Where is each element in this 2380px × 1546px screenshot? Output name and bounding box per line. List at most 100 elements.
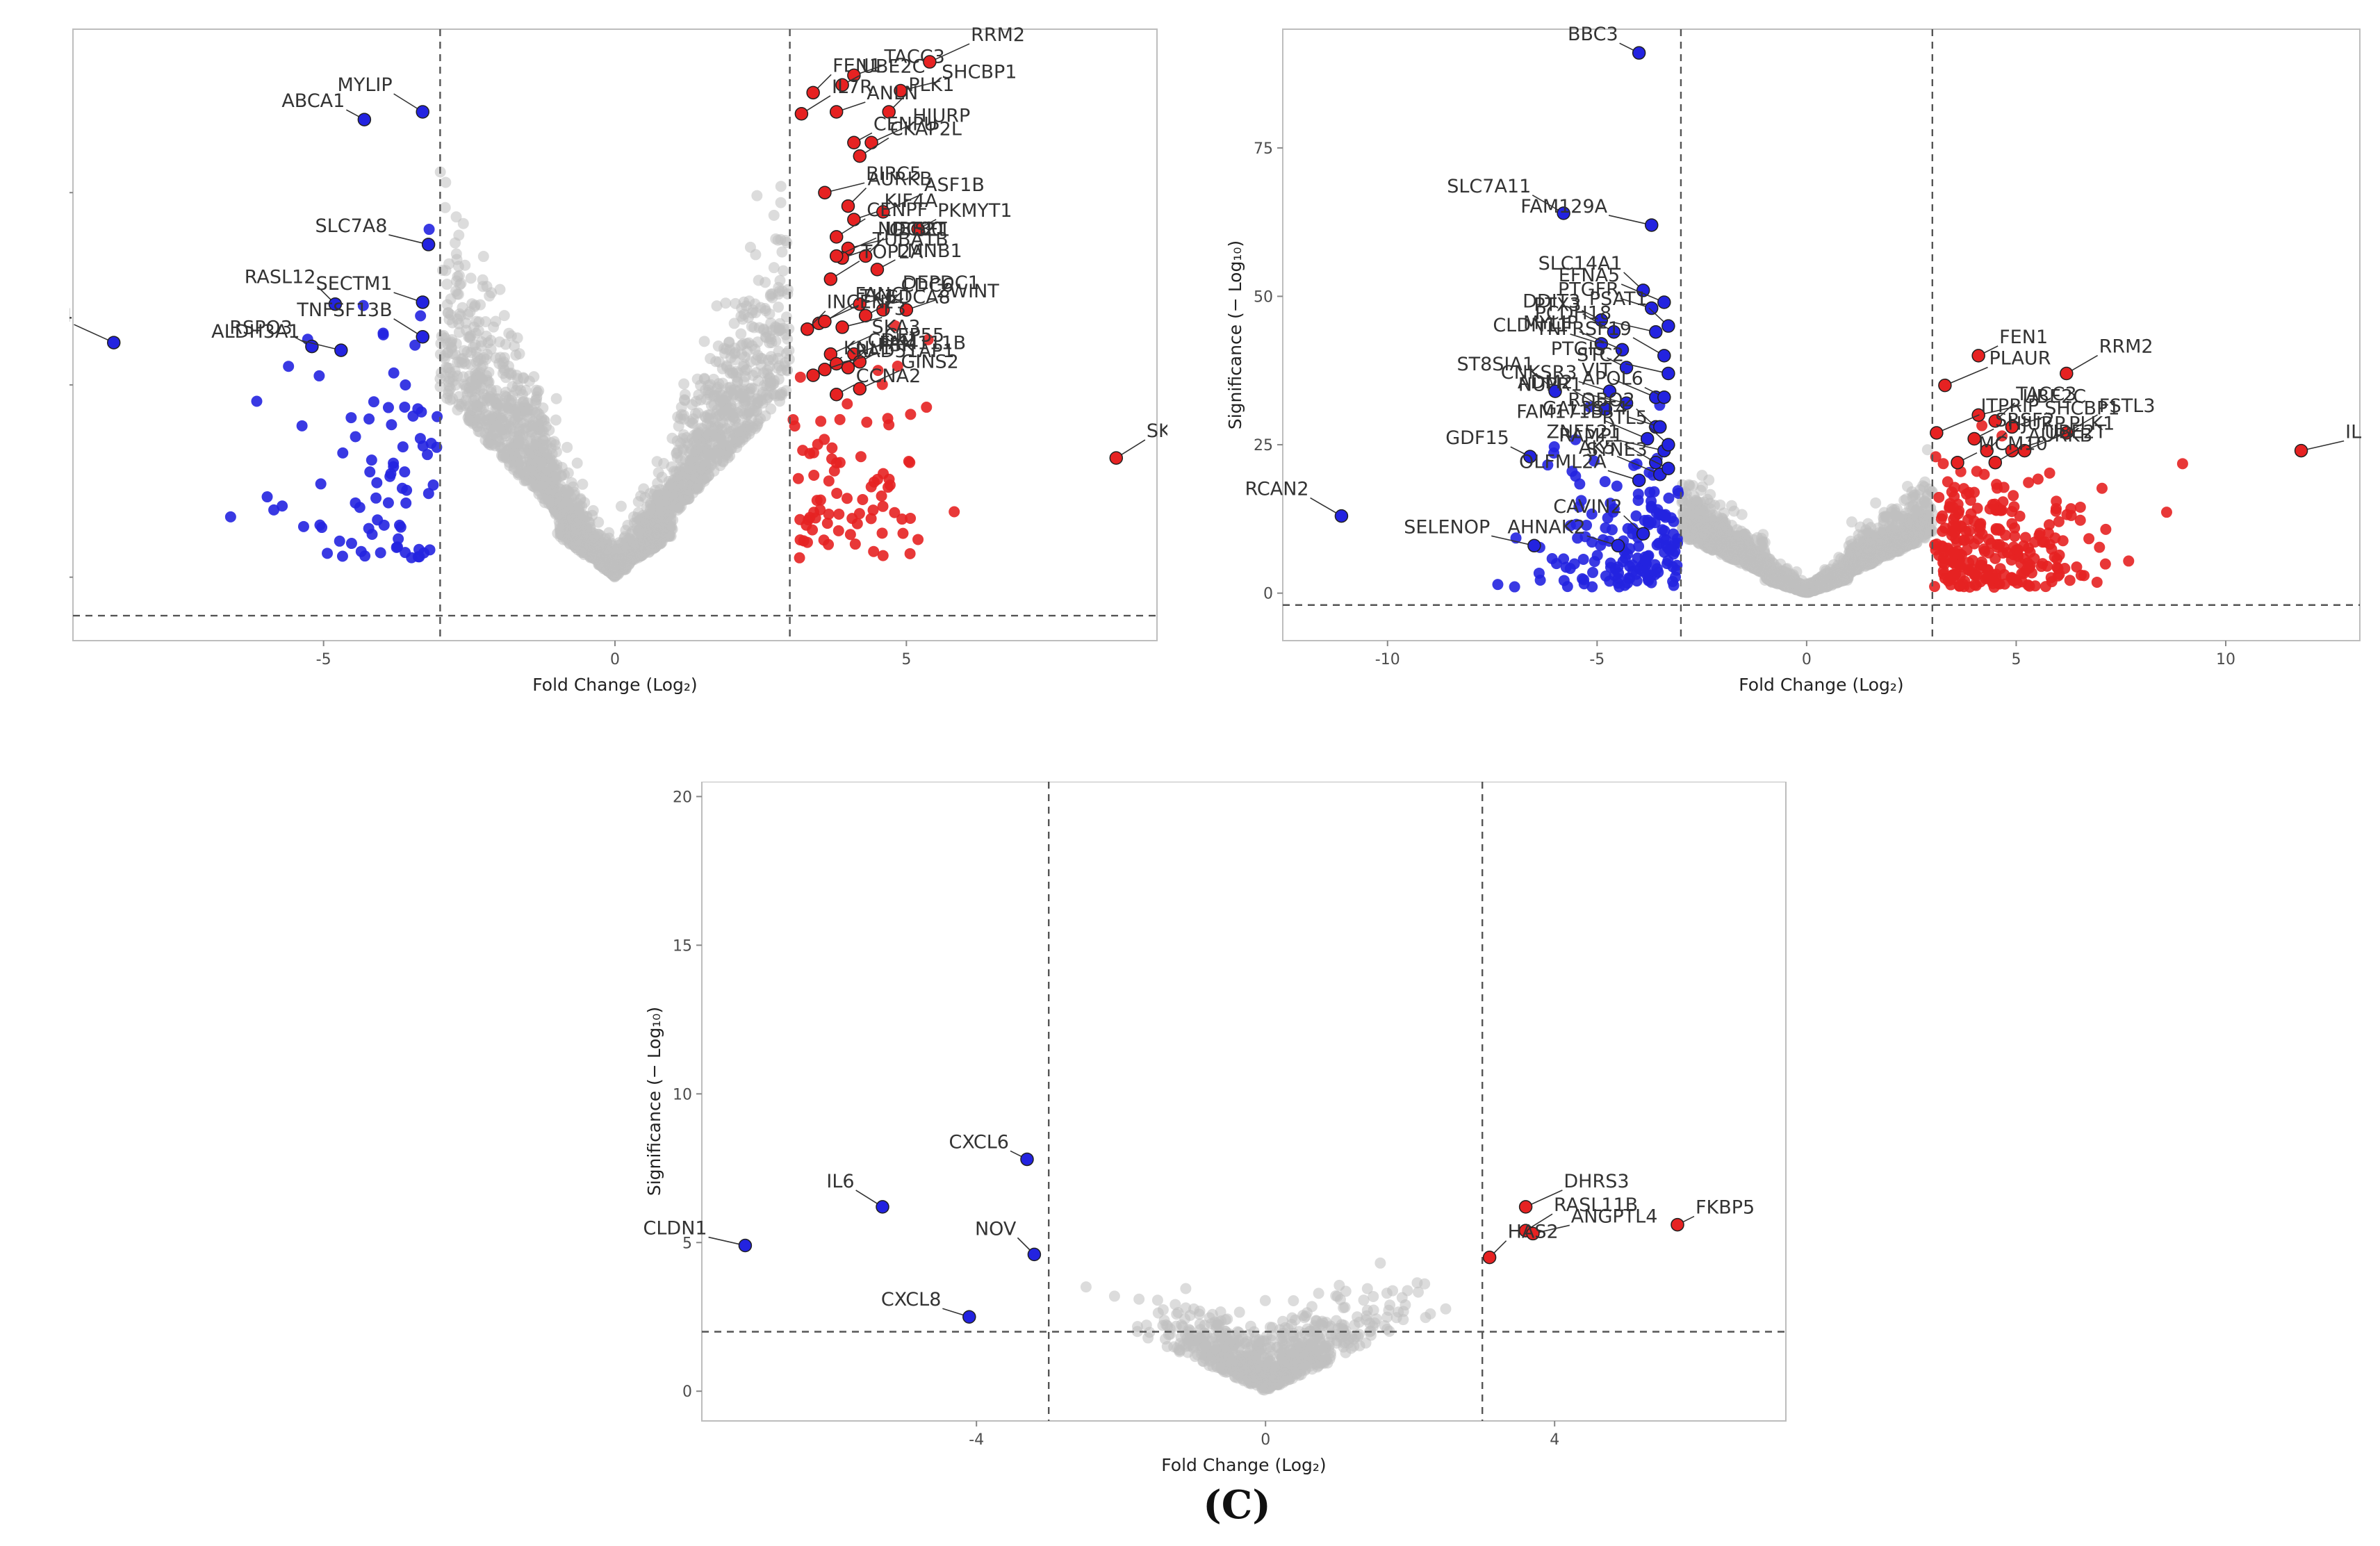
up-point	[2016, 568, 2028, 579]
ns-point	[747, 370, 759, 381]
down-point	[382, 497, 394, 509]
ns-point	[586, 509, 598, 521]
ns-point	[486, 430, 498, 442]
up-point	[1951, 524, 1962, 536]
gene-label-rspo3: RSPO3	[229, 318, 293, 339]
gene-label-fam111b: FAM111B	[879, 333, 966, 354]
ns-point	[1757, 563, 1768, 575]
down-point	[366, 454, 377, 466]
ns-point	[715, 445, 727, 457]
gene-point-gdf15	[1523, 450, 1537, 463]
down-point	[1581, 519, 1593, 531]
down-point	[345, 538, 357, 550]
gene-point-shcbp1	[2005, 420, 2019, 434]
ns-point	[554, 483, 566, 495]
up-point	[1952, 498, 1964, 510]
ns-point	[720, 297, 732, 309]
ns-point	[531, 436, 543, 447]
down-point	[1655, 509, 1667, 520]
ns-point	[740, 410, 752, 422]
gene-point-rrm2	[2060, 366, 2074, 381]
ns-point	[678, 378, 690, 390]
gene-label-ube2c: UBE2C	[862, 56, 925, 77]
ns-point	[512, 373, 524, 385]
gene-label-mylip: MYLIP	[1523, 312, 1578, 334]
ns-point	[1804, 577, 1816, 589]
gene-point-mylip	[1615, 343, 1630, 357]
up-point	[2059, 562, 2071, 574]
gene-label-top2a: TOP2A	[860, 242, 924, 263]
y-tick-label: 0	[1263, 586, 1273, 603]
up-point	[2023, 542, 2035, 554]
gene-point-cnksr3	[1602, 384, 1617, 398]
ns-point	[770, 335, 782, 347]
up-point	[1947, 569, 1959, 581]
up-point	[1979, 545, 1991, 557]
gene-point-ska1	[1109, 451, 1124, 465]
ns-point	[1910, 504, 1922, 516]
y-tick-label: 75	[1254, 140, 1273, 158]
ns-point	[1893, 542, 1905, 554]
gene-label-ndc80: NDC80	[878, 219, 943, 240]
gene-point-fen1	[806, 85, 820, 100]
up-point	[1953, 580, 1965, 592]
ns-point	[442, 306, 454, 318]
up-point	[2023, 477, 2035, 488]
gene-point-st8sia1	[1548, 384, 1562, 398]
down-point	[388, 457, 400, 469]
ns-point	[530, 397, 542, 409]
down-point	[1627, 559, 1639, 571]
up-point	[1997, 496, 2009, 508]
ns-point	[632, 496, 644, 508]
down-point	[1636, 565, 1648, 577]
gene-point-ptx3	[1607, 324, 1621, 339]
gene-point-syne3	[1661, 461, 1675, 475]
label-leader	[842, 317, 883, 328]
ns-point	[1898, 495, 1910, 507]
ns-point	[536, 425, 548, 437]
ns-point	[1696, 470, 1708, 482]
ns-point	[561, 497, 573, 509]
up-point	[2065, 509, 2077, 521]
volcano-panel-b: BBC3 SLC7A11 FAM129A SLC14A1 PTGFR EFNA5 DDIT3…	[1195, 21, 2363, 716]
ns-point	[773, 301, 785, 313]
gene-label-aurkb: AURKB	[2028, 425, 2092, 447]
gene-label-cep55: CEP55	[884, 325, 944, 347]
gene-point-aurkb	[841, 199, 855, 213]
ns-point	[438, 350, 450, 362]
down-point	[409, 339, 421, 351]
volcano-plot-a: ABCA1MYLIPSLC7A8RASL12SECTM1SLC7A14RSPO3…	[69, 24, 1167, 695]
ns-point	[721, 361, 732, 373]
up-point	[922, 334, 934, 345]
ns-point	[457, 371, 469, 383]
gene-point-rtl5	[1661, 438, 1675, 452]
down-point	[1560, 561, 1572, 573]
up-point	[2064, 575, 2076, 586]
ns-point	[1862, 518, 1874, 529]
up-point	[821, 518, 833, 529]
gene-label-st8sia1: ST8SIA1	[1456, 354, 1534, 375]
ns-point	[1869, 553, 1880, 565]
ns-point	[526, 447, 538, 459]
ns-point	[561, 534, 573, 546]
label-leader	[388, 234, 429, 245]
ns-point	[473, 324, 484, 336]
gene-point-fanci	[818, 314, 832, 329]
ns-point	[778, 265, 789, 277]
ns-point	[494, 283, 506, 295]
sig-points-a	[224, 224, 960, 564]
ns-point	[1693, 537, 1705, 549]
gene-point-stc2	[1661, 366, 1675, 381]
gene-point-cavin2	[1636, 527, 1650, 541]
ns-point	[1821, 568, 1833, 579]
gene-label-zwint: ZWINT	[937, 281, 999, 302]
ns-point	[477, 251, 489, 263]
down-point	[1600, 522, 1611, 534]
up-point	[896, 513, 908, 525]
down-point	[393, 533, 404, 545]
y-axis-title: Significance (− Log₁₀)	[1225, 240, 1245, 429]
ns-point	[523, 375, 535, 387]
ns-point	[1898, 518, 1910, 530]
gene-label-incenp: INCENP	[827, 292, 897, 313]
up-point	[2011, 577, 2023, 589]
